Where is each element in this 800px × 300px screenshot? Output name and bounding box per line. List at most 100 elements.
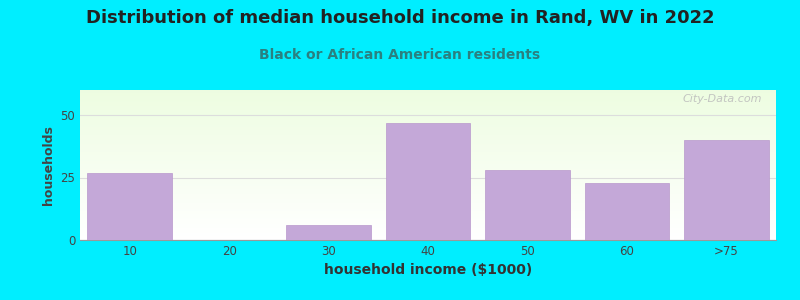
Bar xyxy=(80,116,776,117)
Bar xyxy=(80,147,776,148)
Bar xyxy=(80,176,776,177)
Bar xyxy=(80,231,776,232)
Bar xyxy=(80,235,776,236)
Bar xyxy=(80,179,776,180)
Bar xyxy=(485,170,570,240)
Bar xyxy=(80,172,776,173)
Bar xyxy=(80,238,776,239)
Bar xyxy=(80,207,776,208)
Bar xyxy=(80,191,776,192)
Bar xyxy=(80,108,776,109)
Bar xyxy=(80,226,776,227)
Bar xyxy=(80,212,776,213)
Bar xyxy=(80,220,776,221)
Bar xyxy=(80,95,776,96)
Bar xyxy=(80,202,776,203)
Y-axis label: households: households xyxy=(42,125,54,205)
Bar xyxy=(80,130,776,131)
Bar xyxy=(80,163,776,164)
Bar xyxy=(80,181,776,182)
Bar xyxy=(80,188,776,189)
Bar xyxy=(80,157,776,158)
Bar xyxy=(80,211,776,212)
Bar xyxy=(80,104,776,105)
X-axis label: household income ($1000): household income ($1000) xyxy=(324,263,532,278)
Bar xyxy=(80,173,776,174)
Bar xyxy=(80,213,776,214)
Bar xyxy=(80,205,776,206)
Bar xyxy=(80,165,776,166)
Bar xyxy=(80,139,776,140)
Bar xyxy=(386,122,470,240)
Text: Distribution of median household income in Rand, WV in 2022: Distribution of median household income … xyxy=(86,9,714,27)
Bar xyxy=(80,136,776,137)
Bar xyxy=(80,106,776,107)
Bar xyxy=(80,109,776,110)
Bar xyxy=(80,141,776,142)
Bar xyxy=(80,119,776,120)
Bar xyxy=(80,183,776,184)
Bar xyxy=(80,204,776,205)
Bar xyxy=(80,216,776,217)
Bar xyxy=(80,137,776,138)
Bar xyxy=(80,229,776,230)
Bar xyxy=(80,128,776,129)
Bar xyxy=(80,192,776,193)
Bar xyxy=(80,238,776,239)
Bar xyxy=(80,131,776,132)
Bar xyxy=(80,193,776,194)
Bar xyxy=(80,90,776,91)
Bar xyxy=(80,140,776,141)
Bar xyxy=(80,99,776,100)
Bar xyxy=(80,153,776,154)
Bar xyxy=(80,197,776,198)
Bar xyxy=(80,174,776,175)
Bar xyxy=(80,155,776,156)
Bar xyxy=(80,228,776,229)
Bar xyxy=(80,151,776,152)
Bar xyxy=(80,93,776,94)
Bar xyxy=(80,190,776,191)
Bar xyxy=(80,112,776,113)
Bar xyxy=(80,132,776,133)
Bar xyxy=(80,218,776,219)
Bar xyxy=(80,210,776,211)
Text: City-Data.com: City-Data.com xyxy=(682,94,762,104)
Bar xyxy=(80,217,776,218)
Bar xyxy=(80,202,776,203)
Bar xyxy=(80,134,776,135)
Bar xyxy=(80,126,776,127)
Bar xyxy=(80,162,776,163)
Bar xyxy=(80,111,776,112)
Bar xyxy=(80,206,776,207)
Bar xyxy=(80,215,776,216)
Bar xyxy=(80,127,776,128)
Bar xyxy=(80,121,776,122)
Bar xyxy=(80,138,776,139)
Bar xyxy=(80,160,776,161)
Bar xyxy=(80,158,776,159)
Bar xyxy=(80,159,776,160)
Bar xyxy=(80,203,776,204)
Bar xyxy=(80,175,776,176)
Bar xyxy=(80,180,776,181)
Bar xyxy=(80,166,776,167)
Bar xyxy=(80,102,776,103)
Bar xyxy=(80,118,776,119)
Bar xyxy=(80,189,776,190)
Bar xyxy=(80,230,776,231)
Bar xyxy=(80,114,776,115)
Bar xyxy=(80,103,776,104)
Bar xyxy=(80,185,776,186)
Bar xyxy=(80,227,776,228)
Bar xyxy=(80,115,776,116)
Bar xyxy=(80,100,776,101)
Bar xyxy=(80,110,776,111)
Bar xyxy=(684,140,769,240)
Bar xyxy=(80,143,776,144)
Bar xyxy=(80,208,776,209)
Bar xyxy=(80,125,776,126)
Bar xyxy=(80,154,776,155)
Bar xyxy=(80,129,776,130)
Bar xyxy=(80,196,776,197)
